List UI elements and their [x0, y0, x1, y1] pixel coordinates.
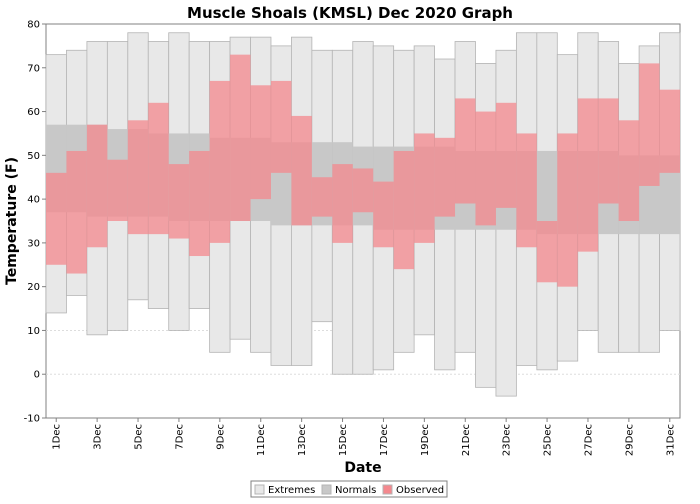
observed-bar-11Dec [250, 85, 271, 200]
observed-bar-26Dec [557, 133, 578, 287]
x-tick-label: 29Dec [624, 424, 635, 456]
x-tick-label: 25Dec [543, 424, 554, 456]
y-axis: -10 0 10 20 30 40 50 60 70 80 [24, 20, 46, 425]
y-tick-label: 70 [27, 63, 40, 74]
observed-bar-29Dec [618, 120, 640, 221]
observed-bar-10Dec [230, 54, 251, 222]
observed-bar-7Dec [168, 164, 190, 239]
y-tick-label: 50 [27, 151, 40, 162]
x-tick-label: 9Dec [215, 424, 226, 450]
x-tick-label: 23Dec [502, 424, 513, 456]
x-tick-label: 15Dec [338, 424, 349, 456]
y-tick-label: -10 [24, 414, 40, 425]
legend-swatch-extremes [254, 484, 265, 495]
legend-label-normals: Normals [335, 485, 376, 496]
legend: Extremes Normals Observed [250, 480, 448, 498]
observed-layer [46, 54, 680, 287]
observed-bar-25Dec [536, 221, 558, 283]
chart-title: Muscle Shoals (KMSL) Dec 2020 Graph [187, 4, 513, 22]
observed-bar-9Dec [209, 80, 231, 243]
observed-bar-30Dec [639, 63, 660, 186]
observed-bar-27Dec [577, 98, 599, 252]
x-tick-label: 13Dec [297, 424, 308, 456]
observed-bar-1Dec [46, 172, 67, 265]
y-tick-label: 40 [27, 195, 40, 206]
y-tick-label: 0 [34, 370, 40, 381]
observed-bar-28Dec [598, 98, 619, 204]
observed-bar-12Dec [270, 80, 292, 173]
legend-swatch-observed [382, 484, 393, 495]
x-tick-label: 3Dec [93, 424, 104, 450]
observed-bar-24Dec [516, 133, 537, 248]
x-tick-label: 5Dec [134, 424, 145, 450]
observed-bar-23Dec [495, 102, 517, 208]
observed-bar-20Dec [434, 137, 456, 217]
observed-bar-4Dec [107, 159, 128, 221]
legend-label-observed: Observed [396, 485, 444, 496]
observed-bar-6Dec [148, 102, 169, 235]
legend-label-extremes: Extremes [268, 485, 315, 496]
observed-bar-16Dec [352, 168, 374, 213]
x-tick-label: 21Dec [461, 424, 472, 456]
observed-bar-17Dec [373, 181, 394, 248]
observed-bar-19Dec [414, 133, 435, 243]
normals-bar-25Dec [536, 150, 558, 235]
y-tick-label: 80 [27, 20, 40, 31]
x-tick-label: 17Dec [379, 424, 390, 456]
y-tick-label: 10 [27, 326, 40, 337]
observed-bar-8Dec [189, 150, 210, 257]
observed-bar-21Dec [455, 98, 476, 204]
y-tick-label: 60 [27, 107, 40, 118]
observed-bar-31Dec [659, 89, 680, 173]
x-tick-label: 31Dec [665, 424, 676, 456]
y-tick-label: 20 [27, 282, 40, 293]
y-tick-label: 30 [27, 238, 40, 249]
normals-bar-31Dec [659, 155, 680, 235]
observed-bar-5Dec [127, 120, 149, 235]
legend-swatch-normals [321, 484, 332, 495]
x-tick-label: 7Dec [174, 424, 185, 450]
observed-bar-3Dec [86, 124, 108, 248]
y-axis-title: Temperature (F) [4, 157, 20, 285]
x-tick-label: 1Dec [52, 424, 63, 450]
observed-bar-2Dec [66, 150, 87, 274]
observed-bar-18Dec [393, 150, 415, 270]
observed-bar-15Dec [332, 164, 353, 243]
x-tick-label: 19Dec [420, 424, 431, 456]
observed-bar-22Dec [475, 111, 496, 226]
x-tick-label: 11Dec [256, 424, 267, 456]
observed-bar-14Dec [311, 177, 333, 217]
legend-box [250, 480, 448, 498]
x-tick-label: 27Dec [583, 424, 594, 456]
x-axis: 1Dec 3Dec 5Dec 7Dec 9Dec 11Dec 13Dec 15Dec 17Dec… [52, 418, 676, 456]
observed-bar-13Dec [291, 115, 312, 226]
x-axis-title: Date [344, 460, 381, 476]
